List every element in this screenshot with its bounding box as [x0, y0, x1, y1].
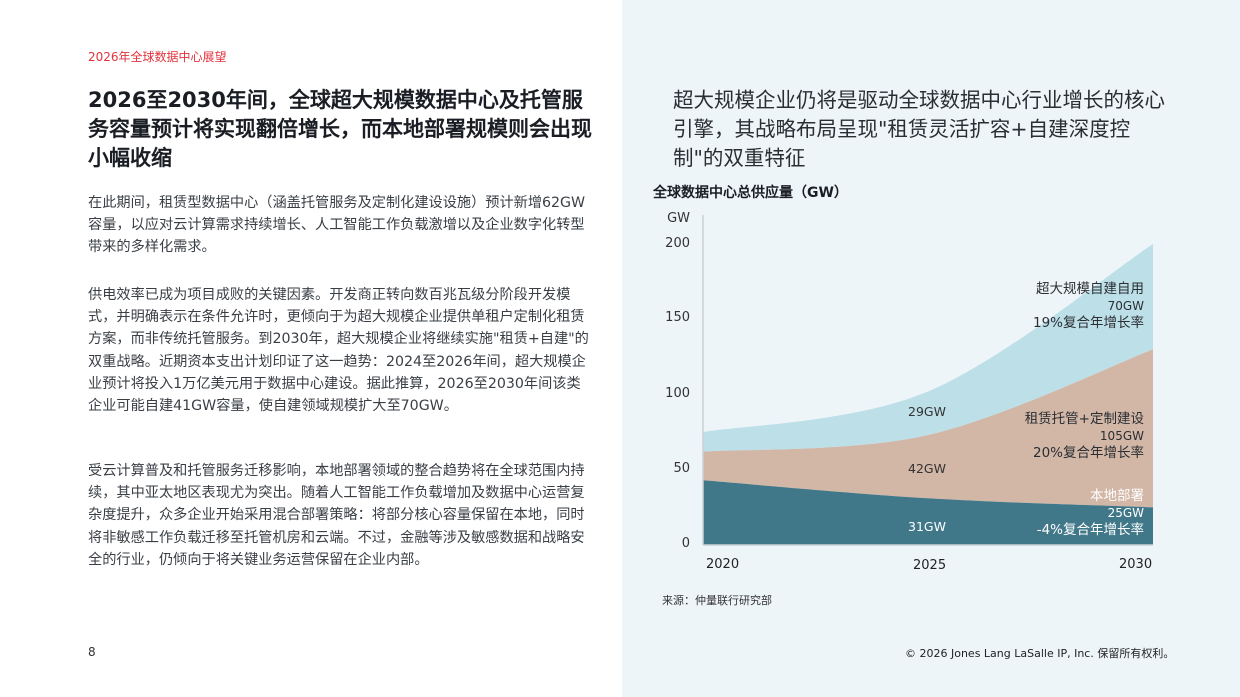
annotation-leased-cagr: 20%复合年增长率	[1032, 445, 1144, 461]
x-tick-2020: 2020	[706, 557, 740, 572]
annotation-leased: 租赁托管+定制建设 105GW 20%复合年增长率	[944, 411, 1144, 462]
label-onprem-2025: 31GW	[908, 519, 946, 534]
y-tick-50: 50	[673, 461, 690, 476]
y-tick-100: 100	[665, 386, 690, 401]
annotation-onprem-value: 25GW	[1107, 506, 1144, 520]
area-leased-colocation	[703, 349, 1153, 508]
pull-quote: 超大规模企业仍将是驱动全球数据中心行业增长的核心引擎，其战略布局呈现"租赁灵活扩…	[673, 88, 1165, 170]
label-leased-2025: 42GW	[908, 461, 946, 476]
page-number: 8	[88, 645, 96, 659]
area-hyperscale-selfbuild	[703, 244, 1153, 452]
body-paragraph-1: 在此期间，租赁型数据中心（涵盖托管服务及定制化建设设施）预计新增62GW容量，以…	[88, 195, 586, 256]
chart-title: 全球数据中心总供应量（GW）	[653, 185, 848, 201]
stacked-area-chart: GW 200 150 100 50 0 2020 2025 2030 29GW …	[640, 205, 1180, 585]
chart-canvas	[702, 215, 1153, 546]
report-kicker: 2026年全球数据中心展望	[88, 50, 227, 64]
annotation-onprem: 本地部署 25GW -4%复合年增长率	[944, 488, 1144, 539]
y-tick-200: 200	[665, 236, 690, 251]
label-hyperscale-2025: 29GW	[908, 404, 946, 419]
annotation-hyperscale-name: 超大规模自建自用	[1036, 281, 1144, 297]
x-tick-2025: 2025	[913, 558, 947, 573]
annotation-onprem-name: 本地部署	[1090, 488, 1144, 504]
page-headline: 2026至2030年间，全球超大规模数据中心及托管服务容量预计将实现翻倍增长，而…	[88, 88, 592, 170]
body-paragraph-2: 供电效率已成为项目成败的关键因素。开发商正转向数百兆瓦级分阶段开发模式，并明确表…	[88, 287, 589, 415]
annotation-hyperscale-value: 70GW	[1107, 299, 1144, 313]
copyright-notice: © 2026 Jones Lang LaSalle IP, Inc. 保留所有权…	[905, 647, 1175, 660]
chart-source: 来源：仲量联行研究部	[662, 594, 772, 607]
left-panel: 2026年全球数据中心展望 2026至2030年间，全球超大规模数据中心及托管服…	[88, 50, 592, 659]
body-paragraph-3: 受云计算普及和托管服务迁移影响，本地部署领域的整合趋势将在全球范围内持续，其中亚…	[88, 463, 585, 568]
annotation-hyperscale-cagr: 19%复合年增长率	[1032, 315, 1144, 331]
annotation-leased-name: 租赁托管+定制建设	[1024, 411, 1144, 427]
x-tick-2030: 2030	[1119, 557, 1153, 572]
y-tick-150: 150	[665, 310, 690, 325]
y-axis-unit: GW	[667, 211, 690, 226]
annotation-hyperscale: 超大规模自建自用 70GW 19%复合年增长率	[944, 281, 1144, 332]
annotation-leased-value: 105GW	[1099, 429, 1144, 443]
y-tick-0: 0	[681, 536, 690, 551]
annotation-onprem-cagr: -4%复合年增长率	[1036, 522, 1144, 538]
area-on-premise	[703, 480, 1153, 545]
